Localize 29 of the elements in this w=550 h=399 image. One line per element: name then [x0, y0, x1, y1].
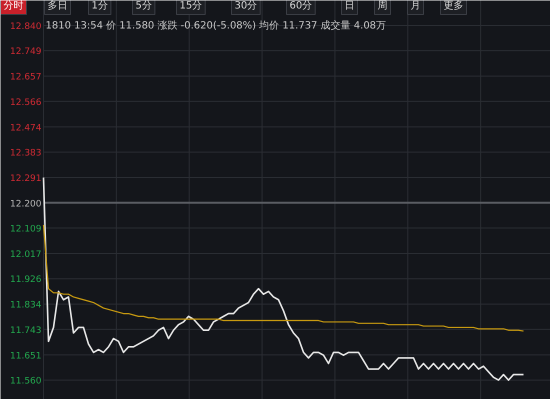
annotation: 15分: [180, 0, 202, 12]
y-tick-label: 12.566: [10, 98, 42, 108]
y-tick-label: 11.743: [10, 326, 42, 336]
y-tick-label: 12.749: [10, 47, 42, 58]
annotation: 月: [410, 0, 420, 12]
annotation: 日: [344, 0, 354, 12]
annotation: 60分: [290, 0, 312, 12]
y-tick-label: 12.840: [10, 22, 42, 32]
line-series: [42, 224, 524, 332]
y-tick-label: 11.834: [10, 300, 42, 311]
y-tick-label: 12.017: [10, 250, 42, 260]
text: 分时: [4, 0, 24, 12]
y-tick-label: 12.657: [10, 72, 42, 83]
y-tick-label: 11.651: [10, 351, 42, 362]
annotation: 5分: [136, 0, 152, 12]
annotation: 30分: [234, 0, 258, 12]
y-tick-label: 11.560: [10, 376, 42, 387]
y-tick-label: 12.474: [10, 123, 42, 134]
annotation: 多日: [48, 0, 68, 12]
y-tick-label: 12.291: [10, 174, 42, 184]
annotation: 周: [378, 0, 388, 12]
y-tick-label: 12.383: [10, 148, 42, 159]
annotation: 1分: [92, 0, 108, 12]
y-tick-label: 11.926: [10, 275, 42, 286]
y-tick-label: 12.200: [10, 199, 42, 210]
line-series: [42, 176, 524, 381]
y-tick-label: 12.109: [10, 224, 42, 234]
annotation: 更多: [444, 0, 464, 12]
text: 1810 13:54 价 11.580 涨跌 -0.620(-5.08%) 均价 11.737 成交量 4.08万: [46, 20, 386, 32]
